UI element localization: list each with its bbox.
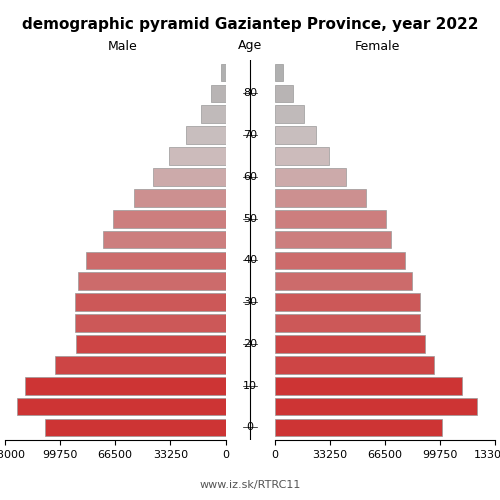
Text: Age: Age: [238, 40, 262, 52]
Bar: [274, 252, 406, 270]
Bar: [274, 168, 346, 186]
Bar: [152, 168, 226, 186]
Bar: [45, 418, 226, 436]
Bar: [274, 64, 283, 82]
Text: 40: 40: [243, 256, 257, 266]
Bar: [78, 272, 226, 290]
Bar: [274, 84, 292, 102]
Text: 10: 10: [243, 380, 257, 390]
Text: 50: 50: [243, 214, 257, 224]
Text: www.iz.sk/RTRC11: www.iz.sk/RTRC11: [200, 480, 300, 490]
Bar: [274, 189, 366, 206]
Bar: [220, 64, 226, 82]
Bar: [274, 377, 462, 394]
Bar: [54, 356, 226, 374]
Bar: [274, 147, 329, 165]
Bar: [74, 314, 226, 332]
Bar: [274, 335, 426, 353]
Bar: [210, 84, 226, 102]
Bar: [25, 377, 226, 394]
Bar: [186, 126, 226, 144]
Bar: [274, 418, 442, 436]
Text: 60: 60: [243, 172, 257, 182]
Bar: [169, 147, 226, 165]
Bar: [274, 356, 434, 374]
Text: 20: 20: [243, 339, 257, 349]
Text: Male: Male: [108, 40, 138, 52]
Bar: [113, 210, 226, 228]
Text: 0: 0: [246, 422, 254, 432]
Bar: [274, 126, 316, 144]
Bar: [274, 106, 304, 123]
Text: demographic pyramid Gaziantep Province, year 2022: demographic pyramid Gaziantep Province, …: [22, 18, 478, 32]
Bar: [103, 230, 226, 248]
Bar: [274, 210, 386, 228]
Bar: [76, 335, 226, 353]
Text: 30: 30: [243, 297, 257, 307]
Text: Female: Female: [355, 40, 400, 52]
Text: 80: 80: [243, 88, 257, 99]
Bar: [200, 106, 226, 123]
Bar: [274, 272, 412, 290]
Bar: [274, 294, 420, 311]
Bar: [274, 314, 420, 332]
Bar: [86, 252, 226, 270]
Text: 70: 70: [243, 130, 257, 140]
Bar: [274, 230, 390, 248]
Bar: [16, 398, 226, 415]
Bar: [74, 294, 226, 311]
Bar: [274, 398, 477, 415]
Bar: [134, 189, 226, 206]
